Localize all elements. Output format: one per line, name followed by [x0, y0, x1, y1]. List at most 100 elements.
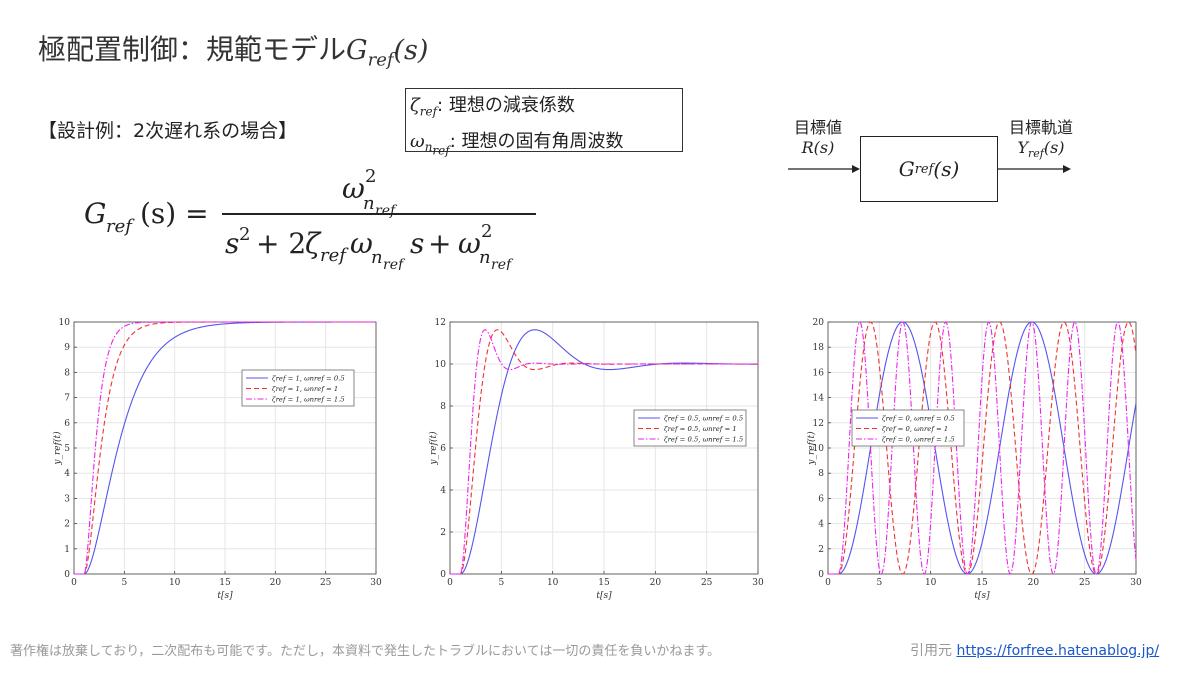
- svg-text:ref: ref: [320, 245, 349, 266]
- y-tick-label: 2: [64, 520, 70, 530]
- x-tick-label: 30: [1130, 578, 1142, 588]
- svg-text:ref: ref: [383, 257, 406, 270]
- output-label: 目標軌道 Yref(s): [1008, 118, 1073, 161]
- y-tick-label: 10: [435, 360, 447, 370]
- title-math: Gref(s): [346, 35, 429, 71]
- svg-text:ω: ω: [458, 227, 481, 260]
- legend-label: ζref = 1, ωnref = 1.5: [272, 396, 345, 404]
- svg-text:n: n: [479, 247, 491, 268]
- y-tick-label: 8: [818, 469, 824, 479]
- plot-frame: [827, 321, 1137, 575]
- y-tick-label: 7: [64, 394, 70, 404]
- x-tick-label: 30: [752, 578, 764, 588]
- legend-label: ζref = 0.5, ωnref = 0.5: [664, 415, 743, 423]
- chart-zeta-0: 0 5 10 15 20 25 30 0 2 4 6 8 10 12 14 16 18 20 t[s] y_ref(t…: [806, 318, 1142, 601]
- svg-text:+ 2: + 2: [256, 227, 306, 260]
- y-tick-label: 16: [813, 368, 825, 378]
- x-tick-label: 5: [498, 578, 504, 588]
- legend-label: ζref = 0, ωnref = 1.5: [882, 436, 955, 444]
- chart-zeta-1: 0 5 10 15 20 25 30 0 1 2 3 4 5 6 7 8 9 10 t[s] y_ref(t) ζref…: [52, 318, 382, 601]
- example-heading: 【設計例：2次遅れ系の場合】: [38, 120, 298, 142]
- y-tick-label: 6: [440, 444, 446, 454]
- svg-text:ref: ref: [106, 216, 135, 237]
- svg-text:2: 2: [239, 224, 250, 245]
- y-tick-label: 8: [64, 368, 70, 378]
- x-tick-label: 20: [650, 578, 662, 588]
- legend: ζref = 1, ωnref = 0.5 ζref = 1, ωnref = 1…: [241, 369, 355, 407]
- legend-label: ζref = 0.5, ωnref = 1.5: [664, 436, 743, 444]
- x-tick-label: 25: [1079, 578, 1091, 588]
- x-tick-label: 15: [976, 578, 988, 588]
- y-tick-label: 0: [818, 570, 824, 580]
- svg-text:G: G: [84, 197, 106, 230]
- x-tick-label: 20: [1028, 578, 1040, 588]
- legend-label: ζref = 0, ωnref = 1: [882, 425, 948, 433]
- svg-text:(s) =: (s) =: [140, 197, 209, 230]
- x-tick-label: 10: [925, 578, 937, 588]
- y-tick-label: 6: [818, 494, 824, 504]
- svg-text:2: 2: [481, 221, 492, 242]
- svg-text:ω: ω: [342, 172, 365, 205]
- legend-label: ζref = 0, ωnref = 0.5: [882, 415, 955, 423]
- y-tick-label: 12: [813, 419, 824, 429]
- legend-box: [851, 409, 965, 447]
- series-line-3: [74, 321, 376, 575]
- output-arrowhead: [1063, 165, 1071, 173]
- y-tick-label: 14: [813, 394, 825, 404]
- y-tick-label: 4: [64, 469, 70, 479]
- legend-box: [633, 409, 747, 447]
- svg-text:n: n: [363, 193, 375, 214]
- y-tick-label: 10: [813, 444, 825, 454]
- series-line-1: [828, 321, 1137, 575]
- x-axis-label: t[s]: [974, 591, 990, 601]
- x-tick-label: 20: [270, 578, 282, 588]
- svg-text:ω: ω: [350, 227, 373, 260]
- series-line-1: [74, 321, 376, 575]
- x-tick-label: 10: [547, 578, 559, 588]
- y-axis-label: y_ref(t): [428, 431, 439, 466]
- svg-text:s: s: [410, 227, 424, 260]
- x-tick-label: 0: [71, 578, 77, 588]
- svg-text:ζ: ζ: [305, 227, 322, 260]
- source-link[interactable]: https://forfree.hatenablog.jp/: [956, 643, 1160, 659]
- input-arrowhead: [852, 165, 860, 173]
- y-tick-label: 2: [440, 528, 446, 538]
- footer-disclaimer: 著作権は放棄しており，二次配布も可能です。ただし，本資料で発生したトラブルにおい…: [10, 644, 721, 659]
- input-label: 目標値 R(s): [793, 118, 842, 157]
- definitions-box: ζref: 理想の減衰係数 ωnref: 理想の固有角周波数: [405, 88, 683, 158]
- x-tick-label: 15: [598, 578, 610, 588]
- y-tick-label: 12: [435, 318, 446, 328]
- page-title: 極配置制御：規範モデルGref(s): [38, 28, 428, 70]
- y-tick-label: 6: [64, 419, 70, 429]
- y-axis-label: y_ref(t): [806, 431, 817, 466]
- x-tick-label: 30: [370, 578, 382, 588]
- x-axis-label: t[s]: [596, 591, 612, 601]
- legend-box: [241, 369, 355, 407]
- x-tick-label: 0: [447, 578, 453, 588]
- x-tick-label: 5: [121, 578, 127, 588]
- transfer-function-equation: G ref (s) = ω n ref 2 s 2 + 2 ζ ref ω n …: [84, 166, 536, 270]
- x-axis-label: t[s]: [217, 591, 233, 601]
- svg-text:ref: ref: [375, 203, 398, 219]
- svg-text:2: 2: [365, 166, 376, 187]
- legend-label: ζref = 0.5, ωnref = 1: [664, 425, 737, 433]
- legend: ζref = 0.5, ωnref = 0.5 ζref = 0.5, ωnref…: [633, 409, 747, 447]
- y-tick-label: 3: [64, 494, 70, 504]
- definition-omega: ωnref: 理想の固有角周波数: [410, 130, 624, 158]
- y-tick-label: 0: [64, 570, 70, 580]
- legend-label: ζref = 1, ωnref = 1: [272, 385, 338, 393]
- definition-zeta: ζref: 理想の減衰係数: [410, 95, 575, 119]
- y-tick-label: 2: [818, 545, 824, 555]
- x-tick-label: 10: [169, 578, 181, 588]
- y-tick-label: 20: [813, 318, 825, 328]
- svg-text:ref: ref: [491, 257, 514, 270]
- y-axis-label: y_ref(t): [52, 431, 63, 466]
- y-tick-label: 0: [440, 570, 446, 580]
- x-tick-label: 15: [219, 578, 231, 588]
- y-tick-label: 18: [813, 343, 825, 353]
- svg-text:s: s: [225, 227, 239, 260]
- series-line-2: [450, 329, 758, 575]
- legend-label: ζref = 1, ωnref = 0.5: [272, 375, 345, 383]
- x-tick-label: 0: [825, 578, 831, 588]
